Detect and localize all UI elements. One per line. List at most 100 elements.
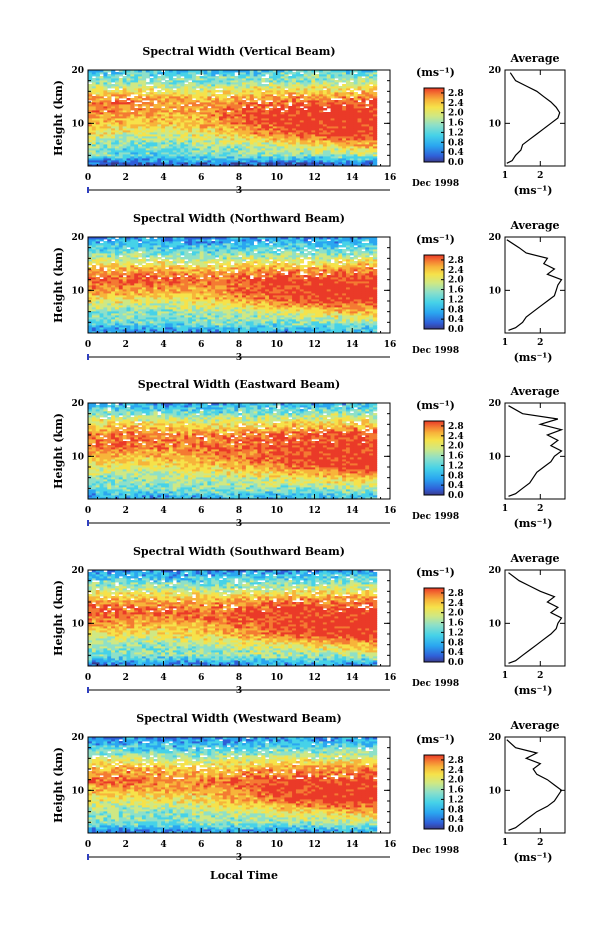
heatmap-cell: [372, 122, 378, 125]
heatmap-cell: [153, 76, 158, 79]
heatmap-cell: [134, 144, 139, 147]
heatmap-cell: [245, 128, 251, 131]
heatmap-cell: [234, 156, 239, 159]
heatmap-cell: [130, 156, 135, 159]
colorbar-tick-label: 2.4: [448, 99, 464, 109]
heatmap-cell: [284, 154, 289, 157]
heatmap-cell: [257, 90, 262, 93]
heatmap-cell: [199, 114, 204, 117]
heatmap-cell: [172, 72, 177, 75]
heatmap-cell: [268, 162, 274, 165]
heatmap-cell: [99, 164, 104, 167]
heatmap-cell: [253, 150, 258, 153]
heatmap-cell: [207, 104, 212, 107]
heatmap-cell: [261, 108, 266, 111]
heatmap-cell: [176, 118, 181, 121]
heatmap-cell: [295, 150, 301, 153]
heatmap-cell: [249, 154, 254, 157]
heatmap-cell: [361, 102, 366, 105]
heatmap-cell: [345, 80, 351, 83]
heatmap-cell: [372, 96, 378, 99]
heatmap-cell: [184, 94, 189, 97]
heatmap-cell: [253, 76, 258, 79]
heatmap-cell: [369, 94, 374, 97]
heatmap-cell: [257, 86, 262, 89]
heatmap-cell: [122, 150, 127, 153]
heatmap-cell: [272, 90, 278, 93]
heatmap-cell: [361, 94, 366, 97]
heatmap-cell: [218, 106, 224, 109]
heatmap-cell: [203, 84, 208, 87]
heatmap-cell: [319, 94, 324, 97]
heatmap-cell: [149, 126, 154, 129]
heatmap-cell: [145, 160, 151, 163]
heatmap-cell: [130, 154, 135, 157]
heatmap-cell: [134, 124, 139, 127]
heatmap-cell: [114, 144, 120, 147]
heatmap-cell: [184, 80, 189, 83]
heatmap-cell: [207, 140, 212, 143]
heatmap-cell: [153, 164, 158, 167]
heatmap-cell: [107, 164, 112, 167]
heatmap-cell: [184, 90, 189, 93]
heatmap-cell: [369, 74, 374, 77]
heatmap-cell: [111, 118, 116, 121]
heatmap-cell: [238, 112, 243, 115]
heatmap-cell: [326, 100, 331, 103]
heatmap-cell: [222, 100, 228, 103]
heatmap-cell: [91, 144, 97, 147]
heatmap-cell: [191, 78, 197, 81]
heatmap-cell: [134, 104, 139, 107]
heatmap-cell: [261, 80, 266, 83]
heatmap-cell: [180, 124, 185, 127]
heatmap-cell: [315, 128, 320, 131]
heatmap-cell: [165, 142, 170, 145]
heatmap-cell: [88, 152, 93, 155]
heatmap-cell: [99, 136, 104, 139]
heatmap-cell: [311, 158, 316, 161]
heatmap-cell: [176, 122, 181, 125]
heatmap-cell: [357, 160, 362, 163]
heatmap-cell: [372, 130, 378, 133]
heatmap-cell: [91, 84, 97, 87]
heatmap-cell: [349, 108, 355, 111]
heatmap-cell: [118, 110, 124, 113]
heatmap-cell: [188, 160, 193, 163]
heatmap-cell: [138, 74, 143, 77]
heatmap-cell: [114, 120, 120, 123]
heatmap-cell: [230, 74, 235, 77]
heatmap-cell: [218, 114, 224, 117]
heatmap-cell: [284, 104, 289, 107]
heatmap-cell: [326, 94, 331, 97]
heatmap-cell: [330, 104, 335, 107]
heatmap-cell: [245, 98, 251, 101]
heatmap-cell: [122, 136, 127, 139]
heatmap-cell: [176, 80, 181, 83]
heatmap-cell: [230, 112, 235, 115]
heatmap-cell: [295, 134, 301, 137]
heatmap-cell: [365, 150, 370, 153]
heatmap-cell: [295, 94, 301, 97]
heatmap-cell: [342, 92, 347, 95]
heatmap-cell: [230, 126, 235, 129]
heatmap-cell: [261, 138, 266, 141]
heatmap-cell: [122, 130, 127, 133]
heatmap-cell: [238, 124, 243, 127]
heatmap-cell: [95, 144, 100, 147]
heatmap-cell: [330, 88, 335, 91]
heatmap-cell: [122, 100, 127, 103]
heatmap-cell: [95, 150, 100, 153]
heatmap-cell: [99, 110, 104, 113]
heatmap-cell: [307, 136, 312, 139]
heatmap-cell: [369, 160, 374, 163]
heatmap-cell: [176, 88, 181, 91]
heatmap-cell: [234, 162, 239, 165]
heatmap-cell: [157, 136, 162, 139]
heatmap-cell: [253, 148, 258, 151]
heatmap-cell: [261, 162, 266, 165]
heatmap-cell: [172, 120, 177, 123]
heatmap-cell: [153, 74, 158, 77]
heatmap-cell: [95, 106, 100, 109]
heatmap-cell: [249, 122, 254, 125]
heatmap-cell: [203, 130, 208, 133]
